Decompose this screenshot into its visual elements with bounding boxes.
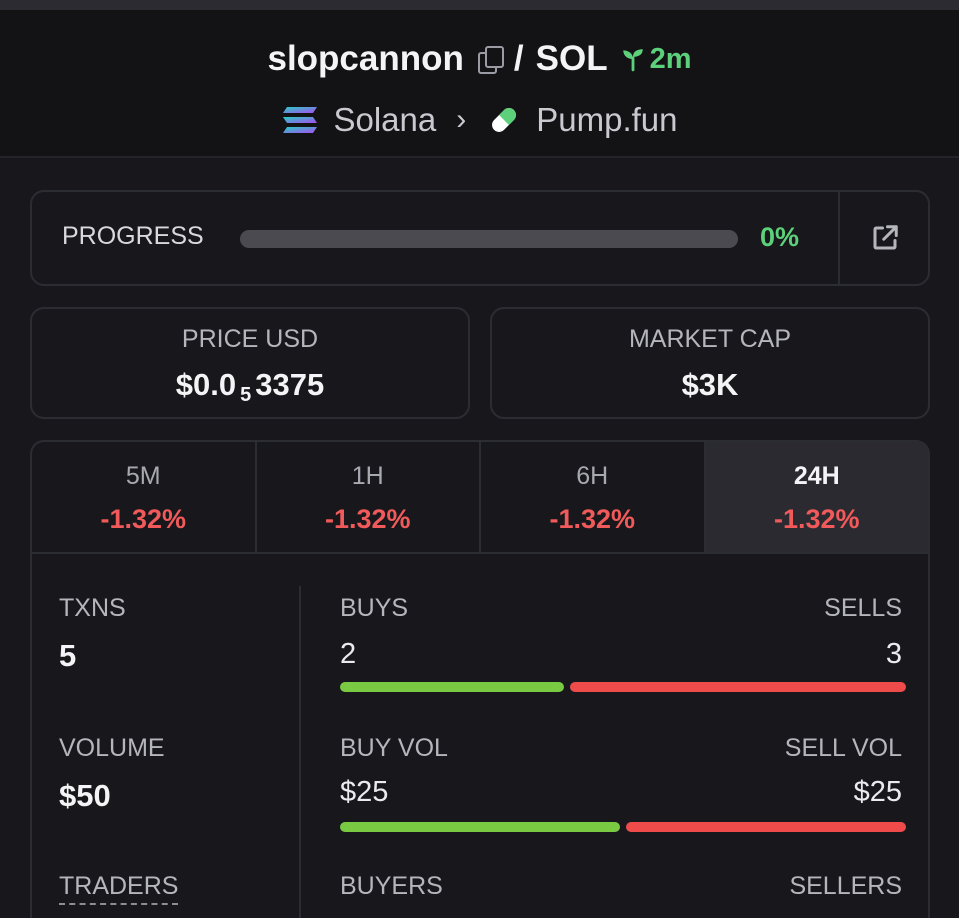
external-link-icon bbox=[873, 225, 898, 250]
solana-icon bbox=[283, 107, 318, 133]
buyers-label: BUYERS bbox=[340, 872, 443, 900]
pill-icon bbox=[492, 108, 517, 132]
buys-label: BUYS bbox=[340, 594, 409, 622]
price-usd-label: PRICE USD bbox=[181, 325, 319, 353]
tab-label: 1H bbox=[351, 462, 384, 490]
buy-vol-label: BUY VOL bbox=[340, 734, 448, 762]
chain-name[interactable]: Solana bbox=[333, 101, 437, 138]
dex-name[interactable]: Pump.fun bbox=[536, 101, 678, 138]
buy-vol-bar-segment bbox=[340, 822, 620, 832]
bonding-progress-card: PROGRESS 0% bbox=[30, 190, 930, 286]
buy-sell-vol-bar bbox=[340, 822, 906, 832]
quote-symbol: SOL bbox=[535, 39, 608, 78]
token-header: slopcannon / SOL 2m Solana › bbox=[0, 10, 959, 158]
token-age-value: 2m bbox=[649, 42, 692, 75]
traders-label[interactable]: TRADERS bbox=[59, 872, 179, 905]
buys-bar-segment bbox=[340, 682, 564, 692]
price-change: -1.32% bbox=[324, 504, 411, 534]
price-change: -1.32% bbox=[549, 504, 636, 534]
tab-6h[interactable]: 6H -1.32% bbox=[481, 442, 706, 552]
sell-vol-bar-segment bbox=[626, 822, 906, 832]
price-change: -1.32% bbox=[773, 504, 860, 534]
breadcrumb: Solana › Pump.fun bbox=[0, 94, 959, 146]
metrics-divider bbox=[299, 586, 301, 918]
sell-vol-label: SELL VOL bbox=[784, 734, 902, 762]
token-name: slopcannon bbox=[267, 39, 464, 78]
price-usd-value: $0.0 5 3375 bbox=[32, 367, 468, 407]
txns-label: TXNS bbox=[59, 594, 126, 622]
progress-bar bbox=[240, 230, 738, 248]
copy-icon[interactable] bbox=[477, 46, 504, 74]
market-cap-card: MARKET CAP $3K bbox=[490, 307, 930, 419]
divider bbox=[838, 192, 840, 284]
price-change: -1.32% bbox=[100, 504, 187, 534]
market-cap-value: $3K bbox=[681, 367, 739, 402]
market-cap-label: MARKET CAP bbox=[628, 325, 792, 353]
open-external-button[interactable] bbox=[840, 192, 930, 284]
tab-5m[interactable]: 5M -1.32% bbox=[32, 442, 257, 552]
volume-label: VOLUME bbox=[59, 734, 165, 762]
tab-label: 24H bbox=[793, 462, 840, 490]
sprout-icon bbox=[622, 49, 643, 72]
price-usd-card: PRICE USD $0.0 5 3375 bbox=[30, 307, 470, 419]
volume-value: $50 bbox=[59, 778, 111, 813]
top-strip bbox=[0, 0, 959, 10]
txns-value: 5 bbox=[59, 638, 77, 673]
sells-label: SELLS bbox=[824, 594, 902, 622]
price-zero-count: 5 bbox=[240, 384, 252, 406]
pair-separator: / bbox=[513, 39, 524, 78]
token-title-row: slopcannon / SOL 2m bbox=[0, 34, 959, 84]
price-prefix: $0.0 bbox=[175, 367, 237, 402]
sellers-label: SELLERS bbox=[789, 872, 902, 900]
tab-label: 6H bbox=[576, 462, 609, 490]
chevron-right-icon: › bbox=[456, 103, 467, 136]
token-age: 2m bbox=[620, 43, 692, 76]
sells-bar-segment bbox=[570, 682, 906, 692]
buy-vol-value: $25 bbox=[340, 776, 389, 808]
progress-label: PROGRESS bbox=[62, 222, 204, 250]
tab-1h[interactable]: 1H -1.32% bbox=[257, 442, 481, 552]
sell-vol-value: $25 bbox=[853, 776, 902, 808]
buys-sells-bar bbox=[340, 682, 906, 692]
timeframe-stats-card: 5M -1.32% 1H -1.32% 6H -1.32% 24H -1.32%… bbox=[30, 440, 930, 918]
price-digits: 3375 bbox=[255, 367, 325, 402]
tab-label: 5M bbox=[125, 462, 161, 490]
sells-value: 3 bbox=[885, 638, 902, 670]
tab-24h[interactable]: 24H -1.32% bbox=[705, 442, 928, 552]
timeframe-tabs: 5M -1.32% 1H -1.32% 6H -1.32% 24H -1.32% bbox=[32, 442, 928, 554]
progress-percent: 0% bbox=[760, 222, 800, 252]
buys-value: 2 bbox=[340, 638, 357, 670]
